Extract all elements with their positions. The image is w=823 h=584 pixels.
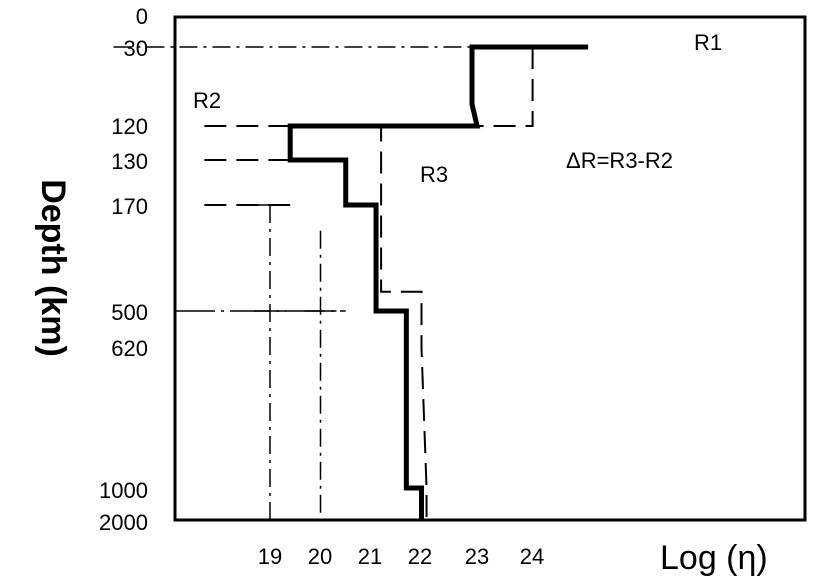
y-tick-label: 30 bbox=[124, 36, 148, 61]
y-tick-label: 130 bbox=[111, 149, 148, 174]
x-tick-label: 24 bbox=[520, 544, 544, 569]
x-tick-label: 22 bbox=[408, 544, 432, 569]
x-tick-label: 21 bbox=[358, 544, 382, 569]
y-tick-label: 500 bbox=[111, 300, 148, 325]
series-r2-line bbox=[380, 47, 534, 521]
x-tick-label: 19 bbox=[258, 544, 282, 569]
x-tick-label: 20 bbox=[308, 544, 332, 569]
series-r3-line bbox=[287, 44, 589, 520]
y-tick-label: 2000 bbox=[99, 510, 148, 535]
y-tick-label: 1000 bbox=[99, 478, 148, 503]
y-tick-label: 170 bbox=[111, 194, 148, 219]
x-tick-labels: 19 20 21 22 23 24 bbox=[258, 544, 544, 569]
annotation-r3: R3 bbox=[420, 162, 448, 187]
y-axis-label: Depth (km) bbox=[34, 179, 72, 357]
x-axis-label: Log (η) bbox=[660, 539, 768, 577]
annotation-r1: R1 bbox=[694, 30, 722, 55]
y-tick-label: 620 bbox=[111, 336, 148, 361]
x-tick-label: 23 bbox=[465, 544, 489, 569]
annotation-delta-r: ΔR=R3-R2 bbox=[566, 148, 673, 173]
annotation-r2: R2 bbox=[193, 88, 221, 113]
y-tick-label: 0 bbox=[136, 4, 148, 29]
series-layer bbox=[113, 44, 589, 521]
y-tick-label: 120 bbox=[111, 114, 148, 139]
y-tick-labels: 0 30 120 130 170 500 620 1000 2000 bbox=[99, 4, 148, 535]
plot-frame bbox=[173, 15, 807, 522]
